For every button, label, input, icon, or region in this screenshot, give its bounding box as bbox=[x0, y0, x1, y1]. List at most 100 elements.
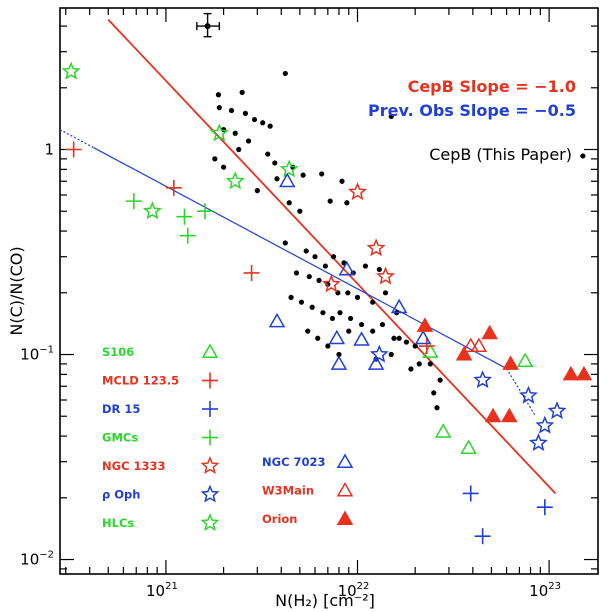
point-cepb-this-paper bbox=[305, 328, 311, 334]
point-orion bbox=[502, 355, 519, 370]
legend-right-marker bbox=[336, 481, 354, 497]
plot-border bbox=[59, 7, 599, 575]
y-tick-label-exp: −2 bbox=[39, 550, 54, 561]
slope-label: Prev. Obs Slope = −0.5 bbox=[368, 101, 576, 120]
point-cepb-this-paper bbox=[251, 116, 258, 123]
series-ngc-7023 bbox=[268, 172, 432, 370]
point-ngc-7023 bbox=[414, 329, 432, 345]
legend-left-label: S106 bbox=[102, 345, 134, 359]
point-ngc-7023 bbox=[367, 355, 385, 370]
legend-left-marker bbox=[201, 343, 219, 358]
legend-right-label: NGC 7023 bbox=[262, 455, 326, 469]
series-gmcs bbox=[125, 193, 214, 244]
point-cepb-this-paper bbox=[412, 343, 418, 349]
point-oph bbox=[518, 385, 538, 404]
legend-right-label: Orion bbox=[262, 512, 297, 526]
point-cepb-this-paper bbox=[297, 208, 303, 214]
point-cepb-this-paper bbox=[379, 321, 386, 328]
point-cepb-this-paper bbox=[265, 151, 271, 157]
point-cepb-this-paper bbox=[345, 290, 351, 296]
legend-left-marker bbox=[200, 456, 220, 475]
y-tick-label: 10−2 bbox=[20, 550, 54, 569]
point-cepb-this-paper bbox=[346, 328, 352, 334]
point-cepb-this-paper bbox=[388, 113, 394, 120]
point-cepb-this-paper bbox=[388, 351, 394, 358]
point-cepb-this-paper bbox=[376, 266, 382, 273]
point-hlcs bbox=[61, 61, 81, 80]
point-cepb-this-paper bbox=[309, 304, 315, 310]
point-cepb-this-paper bbox=[322, 263, 329, 269]
series-oph bbox=[369, 344, 567, 452]
point-s106 bbox=[516, 352, 534, 367]
legend-left-label: DR 15 bbox=[102, 402, 140, 416]
point-gmcs bbox=[179, 227, 196, 244]
cepb-legend-label: CepB (This Paper) bbox=[429, 145, 572, 164]
point-cepb-this-paper bbox=[437, 377, 443, 383]
point-cepb-this-paper bbox=[228, 107, 235, 114]
point-orion bbox=[501, 407, 518, 423]
point-dr-15 bbox=[474, 528, 491, 545]
x-tick-label: 1022 bbox=[338, 581, 370, 600]
point-hlcs bbox=[142, 201, 162, 220]
point-cepb-this-paper bbox=[274, 176, 280, 182]
legend-left-label: GMCs bbox=[102, 431, 138, 445]
point-gmcs bbox=[125, 193, 142, 210]
point-cepb-this-paper bbox=[370, 328, 376, 334]
point-cepb-this-paper bbox=[260, 120, 266, 126]
point-mcld-123-5 bbox=[65, 141, 82, 158]
point-mcld-123-5 bbox=[165, 179, 182, 196]
point-dr-15 bbox=[462, 485, 479, 502]
point-s106 bbox=[460, 439, 477, 454]
x-tick-label-base: 10 bbox=[529, 582, 548, 600]
point-cepb-this-paper bbox=[300, 172, 306, 178]
legend-left-marker bbox=[200, 513, 220, 532]
point-ngc-7023 bbox=[328, 329, 346, 345]
point-cepb-this-paper bbox=[396, 335, 402, 341]
point-orion bbox=[481, 324, 499, 340]
x-tick-label-base: 10 bbox=[146, 582, 165, 600]
point-ngc-1333 bbox=[348, 182, 367, 201]
point-cepb-this-paper bbox=[336, 351, 342, 358]
x-axis-label: N(H₂) [cm⁻²] bbox=[275, 591, 375, 610]
point-cepb-this-paper bbox=[298, 299, 305, 305]
point-cepb-this-paper bbox=[239, 89, 245, 95]
fit-line bbox=[93, 147, 507, 370]
legend: S106 MCLD 123.5 DR 15 GMCs NGC 1333 ρ Oph HLCs… bbox=[102, 343, 354, 532]
error-bar-point bbox=[204, 23, 211, 30]
point-mcld-123-5 bbox=[418, 338, 435, 355]
x-tick-label: 1023 bbox=[529, 581, 561, 600]
y-axis-label: N(C)/N(CO) bbox=[7, 246, 26, 335]
point-cepb-this-paper bbox=[354, 294, 361, 300]
point-cepb-this-paper bbox=[329, 315, 336, 322]
point-cepb-this-paper bbox=[306, 273, 312, 280]
point-cepb-this-paper bbox=[286, 200, 292, 206]
legend-right-marker bbox=[336, 510, 354, 525]
point-dr-15 bbox=[536, 499, 553, 516]
point-cepb-this-paper bbox=[272, 160, 278, 166]
point-cepb-this-paper bbox=[282, 70, 288, 77]
series-orion bbox=[416, 317, 593, 423]
legend-left-marker bbox=[200, 484, 220, 503]
point-ngc-1333 bbox=[366, 238, 386, 257]
error-bar bbox=[196, 12, 221, 38]
point-cepb-this-paper bbox=[362, 263, 369, 269]
point-mcld-123-5 bbox=[243, 264, 260, 281]
point-cepb-this-paper bbox=[320, 310, 326, 316]
point-oph bbox=[535, 415, 555, 434]
legend-right-marker bbox=[336, 453, 354, 468]
x-tick-label-exp: 22 bbox=[357, 581, 370, 592]
data-points bbox=[61, 12, 593, 545]
point-cepb-this-paper bbox=[580, 153, 586, 159]
y-tick-label-base: 10 bbox=[20, 346, 39, 364]
point-cepb-this-paper bbox=[434, 405, 440, 411]
y-tick-label-exp: −1 bbox=[39, 345, 54, 356]
series-dr-15 bbox=[462, 485, 553, 545]
point-cepb-this-paper bbox=[327, 198, 333, 204]
point-cepb-this-paper bbox=[293, 270, 300, 276]
point-cepb-this-paper bbox=[312, 254, 318, 260]
point-cepb-this-paper bbox=[339, 178, 345, 184]
legend-left-marker bbox=[202, 401, 218, 417]
x-tick-label: 1021 bbox=[146, 581, 178, 600]
fit-line-ext bbox=[506, 368, 537, 417]
